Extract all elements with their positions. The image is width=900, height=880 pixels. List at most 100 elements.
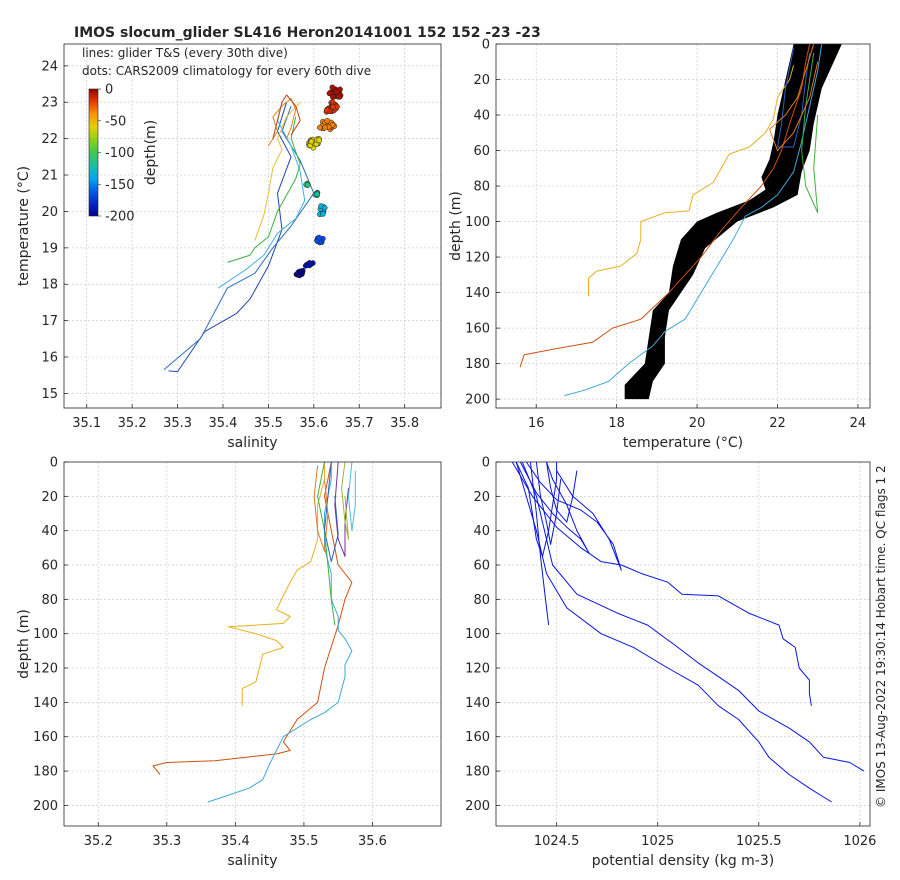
sal-y-tick-label: 160 (33, 730, 58, 745)
climatology-dots (293, 84, 344, 279)
copyright-note: © IMOS 13-Aug-2022 19:30:14 Hobart time.… (874, 465, 888, 808)
ts-plot-area (163, 84, 344, 373)
temp-x-tick-label: 22 (769, 416, 786, 431)
climatology-dot (316, 137, 323, 144)
temp-y-tick-label: 180 (465, 357, 490, 372)
ts-legend-line-1: dots: CARS2009 climatology for every 60t… (82, 64, 371, 78)
sal-y-tick-label: 20 (41, 490, 58, 505)
sal-series-line-7 (348, 462, 356, 532)
colorbar-tick-label: 0 (105, 83, 113, 98)
dens-series-line-2 (515, 462, 832, 803)
sal-y-tick-label: 0 (50, 456, 58, 471)
dens-x-tick-label: 1025 (641, 834, 674, 849)
ts-y-tick-label: 20 (41, 205, 58, 220)
sal-x-tick-label: 35.3 (152, 834, 181, 849)
sal-y-tick-label: 120 (33, 662, 58, 677)
temp-y-tick-label: 140 (465, 286, 490, 301)
ts-y-tick-label: 24 (41, 59, 58, 74)
climatology-dot (314, 191, 320, 198)
dens-series-line-5 (525, 462, 622, 571)
ts-x-tick-label: 35.7 (345, 416, 374, 431)
ts-y-tick-label: 18 (41, 278, 58, 293)
dens-series-line-3 (515, 462, 558, 557)
salinity-depth-panel: 35.2 35.3 35.4 35.5 35.6 0 20 40 60 80 100 120 140 16… (16, 456, 442, 869)
dens-x-tick-label: 1025.5 (736, 834, 782, 849)
ts-y-tick-label: 16 (41, 351, 58, 366)
temp-y-tick-label: 200 (465, 393, 490, 408)
dens-y-tick-label: 120 (465, 662, 490, 677)
ts-x-tick-label: 35.5 (254, 416, 283, 431)
temp-y-tick-label: 120 (465, 251, 490, 266)
dens-plot-area (511, 462, 865, 803)
sal-series-line-8 (341, 462, 349, 540)
ts-series-line-5 (267, 98, 297, 147)
climatology-dot (324, 107, 330, 114)
dens-y-tick-label: 0 (482, 456, 490, 471)
dens-y-tick-label: 100 (465, 627, 490, 642)
temp-plot-area (519, 44, 842, 400)
dens-series-line-4 (519, 462, 590, 554)
climatology-dot (324, 117, 331, 124)
dens-y-tick-label: 140 (465, 696, 490, 711)
dens-y-tick-label: 20 (473, 490, 490, 505)
sal-y-tick-label: 200 (33, 799, 58, 814)
temp-y-tick-label: 20 (473, 73, 490, 88)
temp-x-tick-label: 20 (689, 416, 706, 431)
temp-axes-frame (495, 43, 871, 409)
temp-y-axis-label: depth (m) (448, 191, 464, 261)
sal-x-tick-label: 35.5 (289, 834, 318, 849)
ts-x-tick-label: 35.1 (72, 416, 101, 431)
ts-series-line-4 (254, 101, 301, 241)
sal-series-line-0 (152, 462, 353, 775)
ts-legend-line-0: lines: glider T&S (every 30th dive) (82, 46, 288, 60)
climatology-dot (320, 211, 326, 217)
climatology-dot (330, 104, 336, 110)
sal-y-tick-label: 100 (33, 627, 58, 642)
dens-y-tick-label: 80 (473, 593, 490, 608)
ts-series-line-6 (272, 94, 301, 139)
climatology-band (624, 44, 842, 400)
sal-x-tick-label: 35.6 (358, 834, 387, 849)
sal-series-line-3 (317, 462, 336, 626)
temp-series-line-1 (519, 44, 811, 368)
dens-y-tick-label: 180 (465, 765, 490, 780)
climatology-dot (316, 234, 322, 241)
ts-x-tick-label: 35.6 (299, 416, 328, 431)
climatology-dot (306, 262, 313, 269)
ts-y-tick-label: 23 (41, 96, 58, 111)
dens-y-tick-label: 40 (473, 524, 490, 539)
dens-x-tick-label: 1026 (843, 834, 876, 849)
climatology-dot (321, 204, 328, 211)
ts-series-line-3 (227, 116, 301, 263)
climatology-dot (304, 182, 311, 189)
climatology-dot (317, 124, 323, 131)
ts-series-line-2 (218, 102, 306, 289)
temp-series-line-0 (588, 65, 795, 297)
dens-axes-frame (495, 461, 871, 827)
ts-y-tick-label: 19 (41, 241, 58, 256)
ts-y-tick-label: 17 (41, 314, 58, 329)
colorbar (88, 88, 99, 217)
sal-y-tick-label: 60 (41, 559, 58, 574)
ts-y-tick-label: 22 (41, 132, 58, 147)
colorbar-tick-label: -150 (105, 178, 135, 193)
sal-x-tick-label: 35.2 (84, 834, 113, 849)
sal-plot-area (152, 462, 356, 803)
dens-grid (496, 461, 870, 826)
temp-x-axis-label: temperature (°C) (623, 435, 743, 451)
dens-series-line-1 (521, 462, 865, 772)
ts-y-tick-label: 15 (41, 387, 58, 402)
climatology-dot (322, 124, 329, 131)
ts-x-tick-label: 35.4 (208, 416, 237, 431)
sal-y-tick-label: 140 (33, 696, 58, 711)
sal-series-line-1 (228, 462, 325, 706)
temp-y-tick-label: 40 (473, 109, 490, 124)
colorbar-tick-label: -200 (105, 210, 135, 225)
ts-x-tick-label: 35.2 (118, 416, 147, 431)
ts-y-axis-label: temperature (°C) (16, 166, 32, 286)
temp-x-tick-label: 24 (850, 416, 867, 431)
temp-y-tick-label: 80 (473, 180, 490, 195)
temp-y-tick-label: 100 (465, 215, 490, 230)
climatology-dot (329, 122, 336, 128)
sal-x-axis-label: salinity (227, 853, 277, 869)
